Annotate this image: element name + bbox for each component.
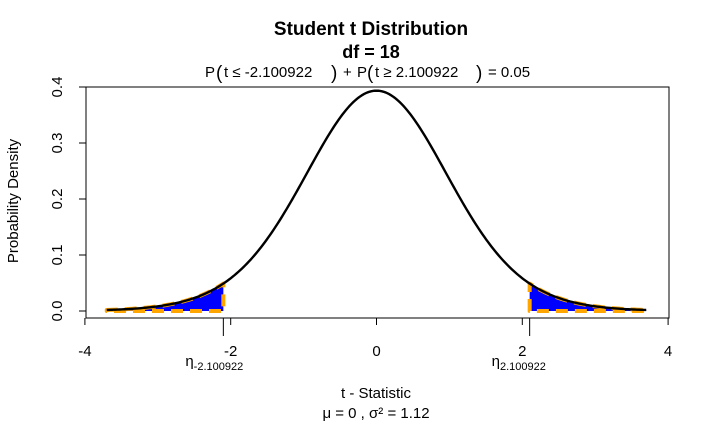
prob-open-paren-right: ( <box>367 63 374 84</box>
x-axis-sublabel: μ = 0 , σ² = 1.12 <box>322 405 429 422</box>
plot-frame <box>85 86 670 319</box>
prob-equals: = 0.05 <box>488 64 530 81</box>
x-axis-label: t - Statistic <box>341 385 412 402</box>
prob-close-paren-left: ) <box>331 63 337 84</box>
prob-close-paren-right: ) <box>476 63 482 84</box>
chart-subtitle: df = 18 <box>342 42 400 62</box>
y-tick-label-0: 0.0 <box>49 301 66 322</box>
tail-fill-0 <box>106 283 224 311</box>
y-tick-label-3: 0.3 <box>49 133 66 154</box>
tail-fill-1 <box>529 283 647 311</box>
critical-label-1: η2.100922 <box>492 353 546 373</box>
y-tick-label-4: 0.4 <box>49 77 66 98</box>
x-tick-label-2: 0 <box>372 343 380 360</box>
y-tick-label-1: 0.1 <box>49 245 66 266</box>
prob-p-left: P <box>205 64 215 81</box>
density-curve <box>106 89 647 312</box>
x-tick-label-3: 2 <box>518 343 526 360</box>
x-tick-label-1: -2 <box>224 343 237 360</box>
y-axis-label: Probability Density <box>5 138 22 263</box>
prob-open-paren-left: ( <box>216 63 223 84</box>
prob-plus: + <box>343 64 352 81</box>
axes: -4 -2 0 2 4 0.0 0.1 0.2 0.3 0.4 η-2.100922 η2.10092… <box>49 77 672 373</box>
probability-statement: P ( t ≤ -2.100922 ) + P ( t ≥ 2.100922 )… <box>205 63 530 84</box>
x-tick-label-4: 4 <box>664 343 672 360</box>
prob-left-term: t ≤ -2.100922 <box>224 64 312 81</box>
prob-p-right: P <box>357 64 367 81</box>
prob-right-term: t ≥ 2.100922 <box>375 64 458 81</box>
plot-area <box>104 89 649 336</box>
chart-title: Student t Distribution <box>274 19 468 40</box>
critical-label-0: η-2.100922 <box>185 353 243 373</box>
y-tick-label-2: 0.2 <box>49 189 66 210</box>
x-tick-label-0: -4 <box>78 343 91 360</box>
